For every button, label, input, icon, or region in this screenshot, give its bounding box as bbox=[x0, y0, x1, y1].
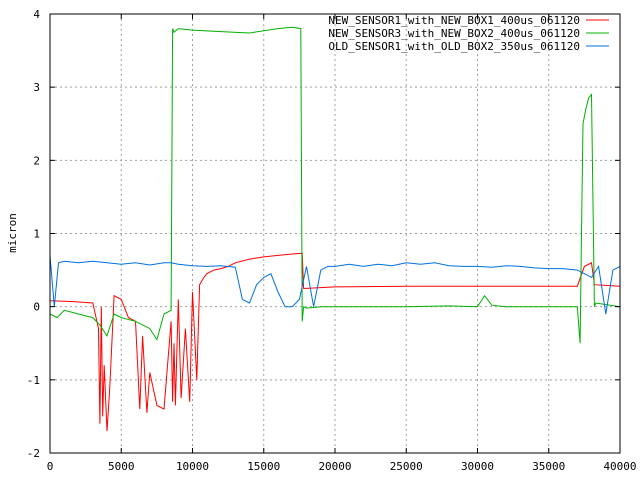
series-line-2 bbox=[49, 26, 621, 344]
y-tick-label: 4 bbox=[33, 8, 40, 21]
x-tick-label: 30000 bbox=[461, 460, 494, 473]
y-tick-label: 0 bbox=[33, 301, 40, 314]
x-tick-label: 10000 bbox=[176, 460, 209, 473]
y-axis-label: micron bbox=[6, 213, 19, 253]
y-tick-label: 1 bbox=[33, 228, 40, 241]
axis-ticks: 0 5000 10000 15000 20000 25000 30000 35000 40000… bbox=[27, 8, 637, 473]
series-layer bbox=[49, 26, 621, 432]
x-tick-label: 0 bbox=[47, 460, 54, 473]
series-line-3 bbox=[49, 255, 621, 315]
legend: NEW_SENSOR1_with_NEW_BOX1_400us_061120NE… bbox=[328, 14, 609, 53]
grid bbox=[50, 14, 620, 453]
y-tick-label: -2 bbox=[27, 447, 40, 460]
y-tick-label: 3 bbox=[33, 81, 40, 94]
y-tick-label: -1 bbox=[27, 374, 40, 387]
x-tick-label: 25000 bbox=[390, 460, 423, 473]
legend-label: NEW_SENSOR1_with_NEW_BOX1_400us_061120 bbox=[328, 14, 580, 27]
x-tick-label: 35000 bbox=[532, 460, 565, 473]
x-tick-label: 15000 bbox=[247, 460, 280, 473]
x-tick-label: 5000 bbox=[108, 460, 135, 473]
series-line-1 bbox=[49, 252, 621, 432]
legend-label: NEW_SENSOR3_with_NEW_BOX2_400us_061120 bbox=[328, 27, 580, 40]
y-tick-label: 2 bbox=[33, 154, 40, 167]
legend-label: OLD_SENSOR1_with_OLD_BOX2_350us_061120 bbox=[328, 40, 580, 53]
x-tick-label: 40000 bbox=[603, 460, 636, 473]
x-tick-label: 20000 bbox=[318, 460, 351, 473]
